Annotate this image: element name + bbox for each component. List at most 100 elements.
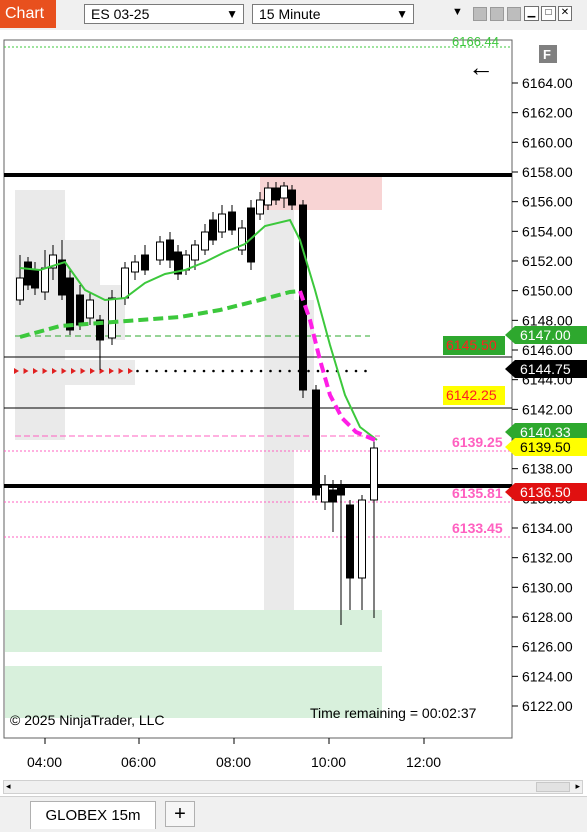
candle-body: [24, 261, 32, 286]
label-6145-bg: [443, 336, 505, 355]
marker-dot: [155, 369, 158, 373]
candle-body: [201, 231, 209, 251]
price-tick-label: 6138.00: [522, 461, 573, 477]
top-cut-price: 6166.44: [452, 34, 499, 49]
add-tab-button[interactable]: +: [165, 801, 195, 827]
price-tag: [505, 483, 587, 501]
marker-dot: [183, 369, 187, 373]
candle-body: [76, 294, 84, 326]
price-tick-label: 6164.00: [522, 75, 573, 91]
price-tick-label: 6124.00: [522, 668, 573, 684]
toolbar-menu-dropdown-icon[interactable]: ▼: [452, 6, 463, 18]
toolbar-button-1-icon[interactable]: [473, 7, 487, 21]
scrollbar-thumb[interactable]: [536, 782, 570, 792]
candle-body: [346, 504, 354, 579]
instrument-selector[interactable]: ES 03-25 ▼: [84, 4, 244, 24]
marker-red: [52, 368, 57, 374]
marker-dot: [174, 369, 177, 373]
chart-app-tab[interactable]: Chart: [0, 0, 56, 28]
price-tick-label: 6148.00: [522, 312, 573, 328]
maximize-icon[interactable]: □: [541, 6, 556, 21]
interval-selector[interactable]: 15 Minute ▼: [252, 4, 414, 24]
marker-red: [23, 368, 29, 374]
marker-dot: [307, 369, 310, 373]
instrument-value: ES 03-25: [91, 6, 150, 22]
candle-body: [272, 187, 280, 201]
interval-value: 15 Minute: [259, 6, 321, 22]
marker-dot: [193, 369, 196, 373]
price-tag: [505, 360, 587, 378]
price-tick-label: 6128.00: [522, 609, 573, 625]
scroll-left-icon[interactable]: ◂: [6, 781, 11, 791]
time-tick-label: 06:00: [121, 754, 156, 770]
label-6133-45: 6133.45: [452, 520, 503, 536]
candle-body: [156, 241, 164, 261]
label-6145-50: 6145.50: [446, 337, 497, 353]
candle-body: [228, 211, 236, 231]
toolbar-button-2-icon[interactable]: [490, 7, 504, 21]
time-tick-label: 08:00: [216, 754, 251, 770]
demand-zone-1: [5, 610, 382, 652]
candle-body: [86, 299, 94, 319]
price-tick-label: 6162.00: [522, 105, 573, 121]
time-tick-label: 12:00: [406, 754, 441, 770]
price-tick-label: 6152.00: [522, 253, 573, 269]
time-tick-label: 10:00: [311, 754, 346, 770]
candle-body: [370, 447, 378, 501]
scroll-right-icon[interactable]: ▸: [575, 781, 580, 791]
slow-ma-line: [19, 289, 301, 339]
candle-body: [108, 297, 116, 339]
price-tick-label: 6156.00: [522, 194, 573, 210]
label-6139-25: 6139.25: [452, 434, 503, 450]
candle-body: [49, 254, 57, 269]
marker-dot: [164, 369, 168, 373]
marker-dot: [202, 369, 206, 373]
candle-body: [238, 227, 246, 251]
price-tick-label: 6130.00: [522, 579, 573, 595]
price-tick-label: 6142.00: [522, 401, 573, 417]
marker-red: [118, 368, 124, 374]
marker-red: [109, 368, 114, 374]
marker-dot: [326, 369, 329, 373]
chart-properties-button[interactable]: [539, 45, 557, 63]
candle-body: [329, 489, 337, 503]
price-tick-label: 6146.00: [522, 342, 573, 358]
tab-bar: GLOBEX 15m +: [0, 796, 587, 832]
price-tag-label: 6136.50: [520, 484, 571, 500]
minimize-icon[interactable]: ▁: [524, 6, 539, 21]
tab-globex-15m[interactable]: GLOBEX 15m: [30, 801, 156, 829]
price-tick-label: 6132.00: [522, 550, 573, 566]
marker-dot: [364, 369, 367, 373]
marker-dot: [212, 369, 215, 373]
marker-dot: [145, 369, 149, 373]
chart-panel[interactable]: 6164.00 6162.00 6160.00 6158.00 6156.00 6154.…: [0, 30, 587, 780]
candle-body: [121, 267, 129, 299]
candle-body: [256, 199, 264, 215]
demand-zone-2: [5, 666, 382, 718]
horizontal-scrollbar[interactable]: ◂ ▸: [3, 780, 583, 794]
candle-body: [191, 244, 199, 261]
marker-dot: [345, 369, 348, 373]
price-chart[interactable]: 6164.00 6162.00 6160.00 6158.00 6156.00 6154.…: [0, 30, 587, 780]
marker-dot: [231, 369, 234, 373]
price-tag: [505, 423, 587, 441]
marker-dot: [316, 369, 320, 373]
label-6142-25: 6142.25: [446, 387, 497, 403]
marker-red: [14, 368, 19, 374]
candle-body: [280, 185, 288, 199]
candle-body: [358, 499, 366, 579]
close-icon[interactable]: ✕: [558, 6, 572, 21]
chevron-down-icon: ▼: [226, 7, 238, 21]
marker-dot: [221, 369, 225, 373]
time-remaining-text: Time remaining = 00:02:37: [310, 705, 477, 721]
toolbar-button-3-icon[interactable]: [507, 7, 521, 21]
marker-red: [90, 368, 95, 374]
price-tag: [505, 326, 587, 344]
candle-body: [31, 269, 39, 289]
marker-row: [14, 368, 367, 374]
chevron-down-icon: ▼: [396, 7, 408, 21]
label-6142-bg: [443, 386, 505, 405]
price-tag-label: 6140.33: [520, 424, 571, 440]
vwap-line: [298, 290, 376, 442]
